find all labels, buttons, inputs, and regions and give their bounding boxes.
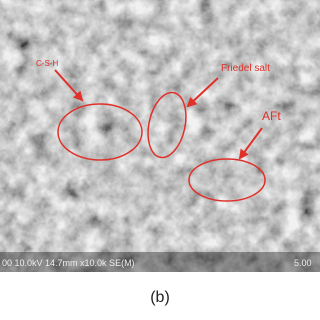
arrow — [54, 69, 84, 102]
arrow — [186, 77, 219, 108]
ellipse-friedel — [147, 91, 187, 159]
info-scale: 5.00 — [294, 258, 312, 268]
ellipse-aft — [188, 158, 266, 202]
ellipse-csh — [57, 103, 143, 161]
annotation: Friedel salt — [221, 63, 270, 74]
arrow — [238, 127, 263, 160]
annotation: AFt — [262, 109, 281, 123]
caption: (b) — [150, 289, 170, 306]
annotation: C-S-H — [36, 59, 58, 68]
info-settings: 00 10.0kV 14.7mm x10.0k SE(M) — [2, 258, 135, 268]
info-bar — [0, 252, 320, 272]
sem-texture — [0, 0, 320, 272]
